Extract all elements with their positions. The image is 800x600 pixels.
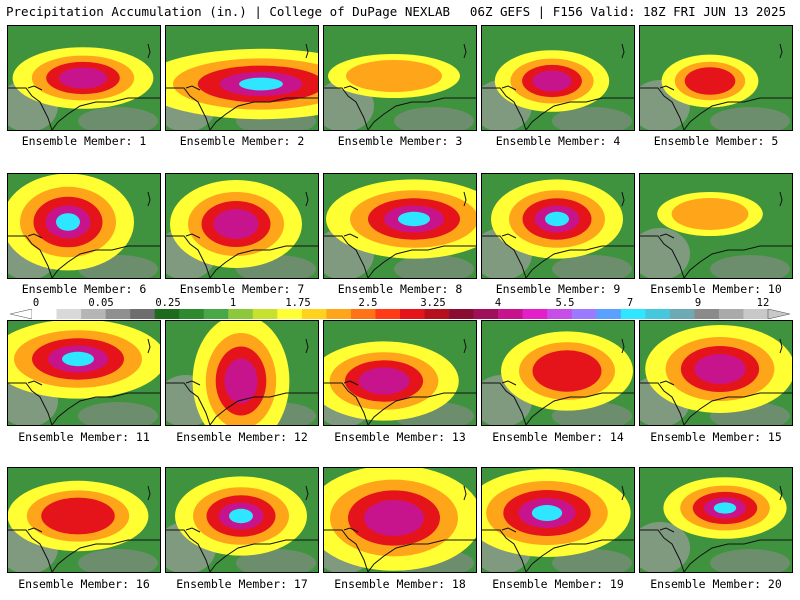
colorbar-swatch [743,309,769,319]
title-right: 06Z GEFS | F156 Valid: 18Z FRI JUN 13 20… [469,4,786,19]
member-label-11: Ensemble Member: 11 [18,430,150,444]
member-map-panel-8 [323,173,477,279]
member-map-panel-14 [481,320,635,426]
member-label-12: Ensemble Member: 12 [176,430,308,444]
colorbar-tick-label: 0.05 [88,297,114,309]
member-map-panel-1 [7,25,161,131]
member-map-panel-11 [7,320,161,426]
colorbar-swatch [32,309,57,319]
member-label-9: Ensemble Member: 9 [495,282,621,296]
title-left: Precipitation Accumulation (in.) | Colle… [6,4,451,19]
precipitation-colorbar [10,309,790,319]
colorbar-swatch [56,309,82,319]
colorbar-swatch [301,309,327,319]
colorbar-swatch [326,309,352,319]
colorbar-swatch [105,309,131,319]
colorbar-swatch [694,309,720,319]
member-map-panel-12 [165,320,319,426]
colorbar-swatch [203,309,229,319]
colorbar-left-arrow [10,309,33,319]
member-label-3: Ensemble Member: 3 [337,134,463,148]
member-label-2: Ensemble Member: 2 [179,134,305,148]
member-label-10: Ensemble Member: 10 [650,282,782,296]
colorbar-swatch [449,309,474,319]
member-label-7: Ensemble Member: 7 [179,282,305,296]
member-map-panel-6 [7,173,161,279]
member-map-panel-13 [323,320,477,426]
member-label-19: Ensemble Member: 19 [492,577,624,591]
member-label-15: Ensemble Member: 15 [650,430,782,444]
member-map-panel-4 [481,25,635,131]
member-label-4: Ensemble Member: 4 [495,134,621,148]
colorbar-swatch [350,309,376,319]
colorbar-swatch [473,309,499,319]
colorbar-tick-label: 9 [694,297,702,309]
colorbar-tick-label: 0 [32,297,40,309]
member-label-1: Ensemble Member: 1 [21,134,147,148]
colorbar-swatch [596,309,622,319]
member-label-16: Ensemble Member: 16 [18,577,150,591]
colorbar-right-arrow [767,309,790,319]
colorbar-swatch [228,309,254,319]
member-map-panel-3 [323,25,477,131]
member-label-13: Ensemble Member: 13 [334,430,466,444]
colorbar-swatch [620,309,646,319]
member-label-20: Ensemble Member: 20 [650,577,782,591]
member-label-8: Ensemble Member: 8 [337,282,463,296]
member-map-panel-19 [481,467,635,573]
colorbar-swatch [375,309,401,319]
member-map-panel-18 [323,467,477,573]
member-map-panel-9 [481,173,635,279]
member-label-14: Ensemble Member: 14 [492,430,624,444]
colorbar-swatch [179,309,205,319]
colorbar-swatch [645,309,671,319]
member-map-panel-17 [165,467,319,573]
colorbar-tick-label: 1 [229,297,237,309]
member-map-panel-10 [639,173,793,279]
colorbar-swatch [547,309,573,319]
colorbar-tick-label: 1.75 [285,297,311,309]
colorbar-swatch [252,309,278,319]
member-label-5: Ensemble Member: 5 [653,134,779,148]
colorbar-swatch [130,309,155,319]
member-map-panel-15 [639,320,793,426]
colorbar-swatch [669,309,695,319]
member-map-panel-20 [639,467,793,573]
member-map-panel-2 [165,25,319,131]
colorbar-tick-label: 12 [756,297,770,309]
member-label-6: Ensemble Member: 6 [21,282,147,296]
colorbar-swatch [522,309,548,319]
colorbar-swatch [400,309,425,319]
colorbar-swatch [498,309,523,319]
member-map-panel-5 [639,25,793,131]
colorbar-tick-label: 5.5 [555,297,575,309]
colorbar-swatch [154,309,180,319]
colorbar-tick-label: 7 [626,297,634,309]
colorbar-swatch [81,309,106,319]
colorbar-swatch [424,309,450,319]
colorbar-tick-label: 2.5 [358,297,378,309]
member-label-17: Ensemble Member: 17 [176,577,308,591]
member-label-18: Ensemble Member: 18 [334,577,466,591]
colorbar-swatch [277,309,303,319]
colorbar-swatch [718,309,744,319]
member-map-panel-7 [165,173,319,279]
member-map-panel-16 [7,467,161,573]
colorbar-swatch [571,309,597,319]
colorbar-tick-label: 3.25 [420,297,446,309]
colorbar-tick-label: 0.25 [155,297,181,309]
colorbar-tick-label: 4 [494,297,502,309]
